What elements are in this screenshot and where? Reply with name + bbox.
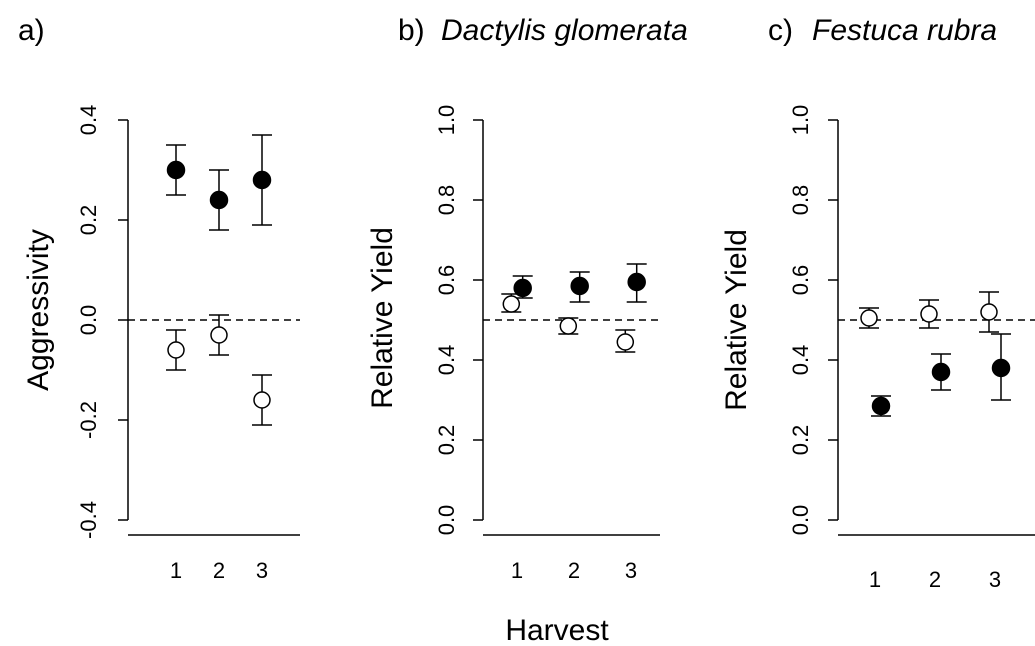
panel-b: 0.0 0.2 0.4 0.6 0.8 1.0 1 2 3 (434, 105, 660, 583)
filled-point (871, 396, 891, 416)
y-tick-label: -0.2 (76, 401, 101, 439)
filled-point (252, 170, 272, 190)
panel-a: -0.4 -0.2 0.0 0.2 0.4 1 2 3 (76, 105, 300, 583)
y-tick-label: 0.8 (788, 185, 813, 216)
y-tick-label: 0.2 (76, 205, 101, 236)
x-tick-label: 2 (213, 558, 225, 583)
y-tick-label: 0.0 (76, 305, 101, 336)
panel-c: 0.0 0.2 0.4 0.6 0.8 1.0 1 2 3 (788, 105, 1035, 592)
y-tick-label: 1.0 (788, 105, 813, 136)
y-tick-label: 0.6 (434, 265, 459, 296)
panel-c-species: Festuca rubra (812, 14, 997, 47)
filled-point (570, 276, 589, 296)
open-point (253, 391, 271, 409)
y-tick-label: 0.8 (434, 185, 459, 216)
filled-point (513, 278, 532, 298)
y-tick-label: 1.0 (434, 105, 459, 136)
x-tick-label: 1 (869, 567, 881, 592)
panel-b-label: b) (398, 14, 425, 47)
open-point (502, 295, 521, 313)
y-tick-label: 0.0 (788, 505, 813, 536)
y-tick-label: 0.4 (434, 345, 459, 376)
open-point (616, 333, 635, 351)
panel-c-label: c) (768, 14, 793, 47)
y-tick-label: 0.2 (434, 425, 459, 456)
y-tick-label: 0.4 (788, 345, 813, 376)
x-tick-label: 3 (625, 558, 637, 583)
panel-a-ylabel: Aggressivity (22, 229, 55, 391)
x-tick-label: 2 (929, 567, 941, 592)
filled-point (991, 358, 1011, 378)
y-tick-label: 0.0 (434, 505, 459, 536)
y-tick-label: 0.4 (76, 105, 101, 136)
open-point (860, 309, 878, 327)
open-point (167, 341, 185, 359)
chart-panels: -0.4 -0.2 0.0 0.2 0.4 1 2 3 0.0 0.2 0.4 0.6 0.8 1.0 1 2… (76, 105, 1035, 592)
y-tick-label: 0.2 (788, 425, 813, 456)
panel-b-species: Dactylis glomerata (441, 14, 688, 47)
x-tick-label: 1 (170, 558, 182, 583)
panel-b-ylabel: Relative Yield (366, 227, 399, 409)
filled-point (627, 272, 646, 292)
panel-a-label: a) (18, 14, 45, 47)
panel-c-ylabel: Relative Yield (720, 229, 753, 411)
y-tick-label: 0.6 (788, 265, 813, 296)
filled-point (931, 362, 951, 382)
open-point (980, 303, 998, 321)
x-tick-label: 3 (256, 558, 268, 583)
x-tick-label: 3 (989, 567, 1001, 592)
filled-point (209, 190, 229, 210)
x-tick-label: 1 (511, 558, 523, 583)
x-axis-label: Harvest (505, 614, 609, 646)
y-tick-label: -0.4 (76, 501, 101, 539)
filled-point (166, 160, 186, 180)
open-point (210, 326, 228, 344)
open-point (559, 317, 578, 335)
open-point (920, 305, 938, 323)
x-tick-label: 2 (568, 558, 580, 583)
